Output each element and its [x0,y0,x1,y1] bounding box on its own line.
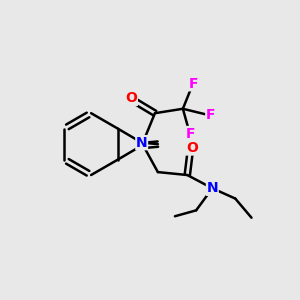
Text: O: O [125,92,137,106]
Text: F: F [185,127,195,140]
Text: N: N [206,181,218,195]
Text: F: F [188,77,198,91]
Text: O: O [186,141,198,155]
Text: N: N [136,136,148,150]
Text: F: F [206,108,215,122]
